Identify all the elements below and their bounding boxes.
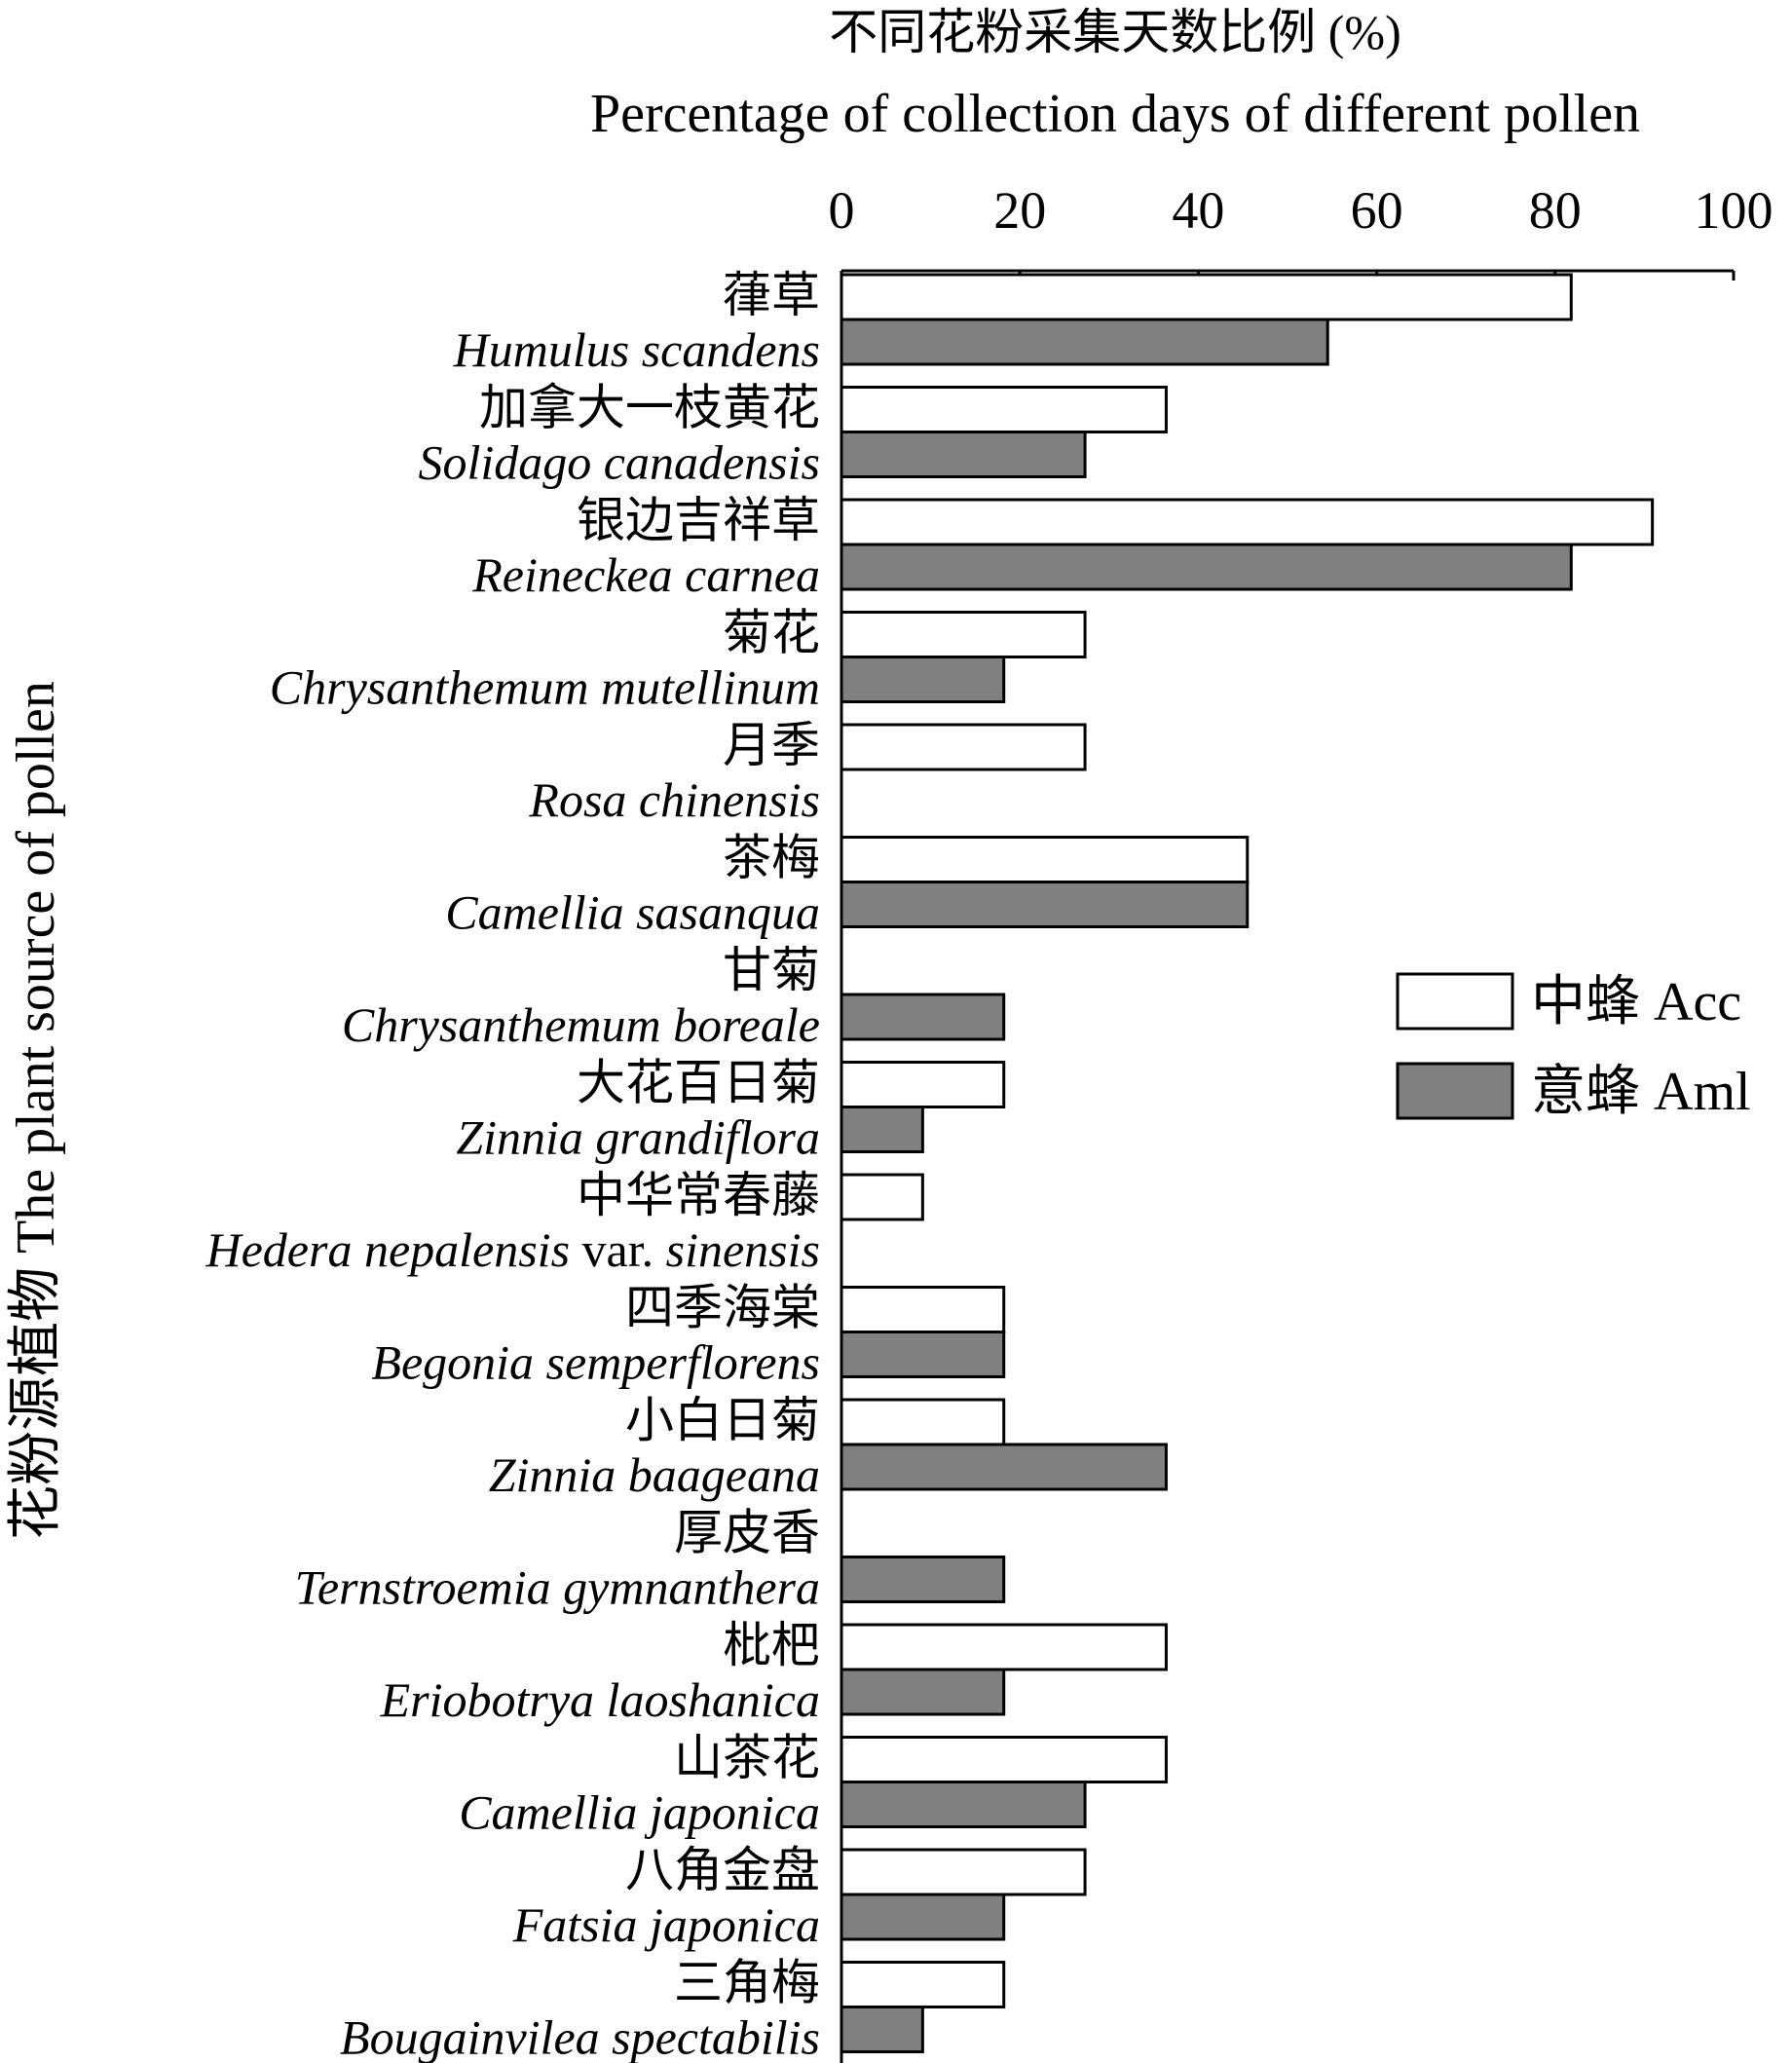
category-label-cn: 银边吉祥草 (577, 493, 820, 547)
category-label-cn: 大花百日菊 (577, 1056, 820, 1110)
category-label-en-name: Camellia sasanqua (445, 885, 820, 940)
category-label-cn: 菊花 (723, 606, 820, 660)
bar-acc (840, 1848, 1087, 1896)
bar-acc (840, 1623, 1168, 1671)
bar-acc (840, 273, 1573, 321)
category-label-en-name: Fatsia japonica (512, 1897, 820, 1952)
category-label-en: Camellia sasanqua (445, 885, 820, 940)
category-label-cn: 中华常春藤 (577, 1168, 820, 1222)
bar-acc (840, 723, 1087, 771)
category-label-cn: 山茶花 (674, 1731, 820, 1785)
bar-aml (840, 1781, 1087, 1828)
category-label-en: Hedera nepalensis var. sinensis (205, 1222, 821, 1277)
bar-aml (840, 993, 1006, 1041)
category-label-en-name: Reineckea carnea (471, 547, 820, 602)
category-label-en-name: Humulus scandens (453, 322, 820, 377)
category-label-en-name: Zinnia grandiflora (456, 1110, 820, 1165)
category-label-cn: 甘菊 (723, 943, 820, 997)
category-label-cn: 八角金盘 (625, 1843, 820, 1897)
category-label-en-name: Hedera nepalensis (205, 1222, 571, 1277)
category-label-en-name: Begonia semperflorens (371, 1335, 820, 1390)
bar-acc (840, 1736, 1168, 1783)
legend: 中蜂 Acc 意蜂 Aml (1396, 972, 1751, 1122)
category-label-en-name: Camellia japonica (459, 1785, 820, 1840)
bar-aml (840, 881, 1250, 928)
bar-aml (840, 1668, 1006, 1716)
category-label-en: Solidago canadensis (419, 435, 820, 490)
bar-acc (840, 836, 1250, 883)
category-label-en-name: Ternstroemia gymnanthera (295, 1560, 820, 1615)
bar-acc (840, 1173, 924, 1221)
x-tick-label: 20 (993, 181, 1046, 240)
category-label-en: Zinnia baageana (489, 1447, 820, 1502)
bars (840, 273, 1655, 2053)
category-label-en: Camellia japonica (459, 1785, 820, 1840)
bar-acc (840, 498, 1655, 546)
chart-title: 不同花粉采集天数比例 (%) (829, 5, 1400, 59)
bar-aml (840, 656, 1006, 703)
category-label-en: Reineckea carnea (471, 547, 820, 602)
bar-acc (840, 1061, 1006, 1108)
category-label-en-variety: sinensis (666, 1222, 820, 1277)
bar-aml (840, 1556, 1006, 1603)
category-label-en: Chrysanthemum boreale (342, 997, 820, 1052)
bar-aml (840, 2006, 924, 2053)
bar-aml (840, 318, 1329, 366)
category-label-en-name: Zinnia baageana (489, 1447, 820, 1502)
category-label-cn: 四季海棠 (625, 1281, 820, 1335)
category-label-en-name: Bougainvilea spectabilis (340, 2010, 820, 2063)
category-label-cn: 葎草 (723, 268, 820, 322)
category-label-en-rank: var. (570, 1222, 666, 1277)
category-label-en-name: Rosa chinensis (528, 772, 820, 827)
bar-acc (840, 1398, 1006, 1446)
category-label-en: Ternstroemia gymnanthera (295, 1560, 820, 1615)
bar-aml (840, 543, 1573, 591)
legend-label-aml: 意蜂 Aml (1531, 1062, 1751, 1122)
y-axis-label: 花粉源植物 The plant source of pollen (6, 681, 66, 1540)
category-label-cn: 茶梅 (723, 831, 820, 885)
category-label-en: Begonia semperflorens (371, 1335, 820, 1390)
category-label-cn: 三角梅 (674, 1956, 820, 2010)
x-tick-label: 60 (1351, 181, 1403, 240)
category-label-en-name: Solidago canadensis (419, 435, 820, 490)
bar-acc (840, 386, 1168, 433)
category-label-en: Eriobotrya laoshanica (380, 1672, 820, 1727)
bar-aml (840, 1106, 924, 1153)
bar-acc (840, 611, 1087, 658)
category-label-en-name: Chrysanthemum boreale (342, 997, 820, 1052)
category-label-cn: 枇杷 (723, 1618, 820, 1672)
bar-aml (840, 1893, 1006, 1941)
x-tick-label: 100 (1695, 181, 1773, 240)
chart-subtitle: Percentage of collection days of differe… (590, 84, 1640, 144)
category-label-cn: 小白日菊 (625, 1393, 820, 1447)
legend-label-acc: 中蜂 Acc (1531, 972, 1741, 1032)
x-tick-label: 0 (829, 181, 855, 240)
x-tick-label: 40 (1172, 181, 1224, 240)
category-label-cn: 厚皮香 (674, 1506, 820, 1560)
legend-swatch-aml (1396, 1062, 1514, 1120)
bar-aml (840, 1443, 1168, 1491)
category-label-en: Humulus scandens (453, 322, 820, 377)
bar-aml (840, 431, 1087, 478)
category-label-cn: 加拿大一枝黄花 (479, 381, 820, 435)
category-label-en: Chrysanthemum mutellinum (270, 660, 820, 715)
category-label-cn: 月季 (723, 718, 820, 772)
x-tick-label: 80 (1529, 181, 1582, 240)
bar-acc (840, 1286, 1006, 1333)
legend-swatch-acc (1396, 972, 1514, 1031)
category-label-en-name: Eriobotrya laoshanica (380, 1672, 820, 1727)
category-label-en-name: Chrysanthemum mutellinum (270, 660, 820, 715)
category-label-en: Fatsia japonica (512, 1897, 820, 1952)
bar-acc (840, 1961, 1006, 2008)
category-label-en: Bougainvilea spectabilis (340, 2010, 820, 2063)
bar-aml (840, 1331, 1006, 1378)
category-label-en: Zinnia grandiflora (456, 1110, 820, 1165)
category-label-en: Rosa chinensis (528, 772, 820, 827)
